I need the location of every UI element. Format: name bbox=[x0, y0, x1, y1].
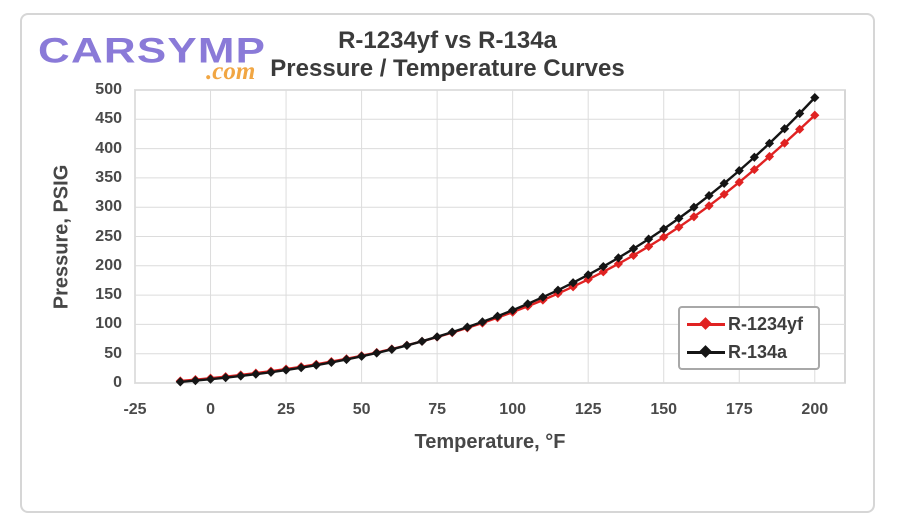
plot-area bbox=[134, 89, 846, 387]
marker-r-1234yf bbox=[779, 138, 790, 148]
marker-r-1234yf bbox=[719, 189, 729, 199]
marker-r-134a bbox=[795, 108, 805, 119]
marker-r-1234yf bbox=[689, 212, 699, 222]
x-tick-label: 75 bbox=[428, 401, 447, 418]
y-tick-label: 250 bbox=[95, 227, 122, 245]
marker-r-134a bbox=[190, 375, 201, 386]
brand-logo: CARSYMP .com bbox=[38, 30, 298, 90]
x-tick-label: 125 bbox=[574, 401, 602, 418]
marker-r-134a bbox=[764, 138, 775, 148]
marker-r-134a bbox=[508, 305, 518, 315]
marker-r-134a bbox=[734, 166, 744, 176]
marker-r-1234yf bbox=[644, 241, 654, 252]
marker-r-134a bbox=[251, 369, 261, 379]
marker-r-1234yf bbox=[613, 259, 624, 269]
marker-r-134a bbox=[613, 253, 624, 263]
chart-layer: CARSYMP .com R-1234yf vs R-134a Pressure… bbox=[20, 27, 875, 453]
marker-r-134a bbox=[598, 261, 608, 272]
marker-r-134a bbox=[372, 348, 382, 358]
y-tick-label: 50 bbox=[104, 344, 122, 362]
marker-r-134a bbox=[538, 292, 548, 302]
brand-logo-text: CARSYMP bbox=[38, 30, 267, 71]
legend-marker-icon bbox=[687, 345, 725, 358]
marker-r-134a bbox=[281, 365, 291, 375]
marker-r-134a bbox=[205, 374, 216, 384]
marker-r-1234yf bbox=[764, 151, 775, 162]
marker-r-134a bbox=[749, 152, 759, 162]
x-tick-label: 50 bbox=[352, 401, 371, 418]
y-tick-label: 200 bbox=[95, 256, 122, 274]
marker-r-1234yf bbox=[795, 124, 805, 134]
legend-item-r-1234yf: R-1234yf bbox=[680, 310, 818, 338]
y-tick-label: 400 bbox=[95, 139, 122, 157]
marker-r-134a bbox=[417, 336, 427, 346]
marker-r-134a bbox=[704, 190, 714, 201]
marker-r-134a bbox=[236, 371, 246, 381]
marker-r-134a bbox=[356, 351, 367, 361]
chart-title: R-1234yf vs R-134a Pressure / Temperatur… bbox=[20, 27, 875, 83]
legend: R-1234yf R-134a bbox=[678, 306, 820, 370]
marker-r-134a bbox=[719, 178, 729, 189]
marker-r-134a bbox=[492, 311, 503, 321]
y-tick-label: 450 bbox=[95, 110, 122, 128]
marker-r-1234yf bbox=[704, 201, 714, 211]
marker-r-1234yf bbox=[734, 177, 744, 187]
y-tick-label: 350 bbox=[95, 168, 122, 186]
marker-r-1234yf bbox=[674, 222, 684, 232]
marker-r-134a bbox=[447, 327, 457, 337]
chart-title-line1: R-1234yf vs R-134a bbox=[338, 27, 557, 54]
y-tick-label: 500 bbox=[95, 81, 122, 98]
brand-logo-domain: .com bbox=[206, 58, 256, 85]
x-tick-label: -25 bbox=[123, 401, 147, 418]
legend-label: R-1234yf bbox=[728, 313, 804, 334]
marker-r-134a bbox=[779, 124, 790, 134]
marker-r-134a bbox=[462, 322, 472, 332]
x-tick-label: 175 bbox=[725, 401, 753, 418]
chart-title-line2: Pressure / Temperature Curves bbox=[270, 55, 625, 82]
marker-r-134a bbox=[659, 224, 669, 234]
x-tick-label: 200 bbox=[801, 401, 829, 418]
marker-r-134a bbox=[387, 344, 397, 354]
x-tick-label: 100 bbox=[499, 401, 526, 418]
marker-r-1234yf bbox=[749, 164, 759, 175]
x-axis-title: Temperature, °F bbox=[414, 431, 566, 453]
x-tick-label: 150 bbox=[650, 401, 678, 418]
legend-marker-icon bbox=[687, 317, 725, 330]
x-tick-label: 0 bbox=[206, 401, 215, 418]
marker-r-134a bbox=[402, 340, 412, 351]
marker-r-134a bbox=[175, 377, 185, 387]
marker-r-134a bbox=[674, 213, 684, 223]
marker-r-134a bbox=[311, 360, 321, 370]
marker-r-134a bbox=[628, 244, 639, 254]
marker-r-134a bbox=[568, 278, 578, 288]
marker-r-134a bbox=[689, 202, 699, 212]
y-tick-label: 150 bbox=[95, 286, 122, 304]
y-tick-label: 100 bbox=[95, 315, 122, 333]
y-tick-label: 300 bbox=[95, 198, 122, 216]
marker-r-134a bbox=[477, 317, 488, 327]
marker-r-134a bbox=[583, 270, 593, 280]
marker-r-134a bbox=[553, 285, 563, 295]
marker-r-134a bbox=[326, 357, 336, 368]
y-tick-label: 0 bbox=[113, 374, 122, 391]
marker-r-134a bbox=[432, 332, 442, 342]
legend-item-r-134a: R-134a bbox=[680, 338, 818, 366]
legend-label: R-134a bbox=[728, 341, 788, 362]
marker-r-1234yf bbox=[598, 267, 608, 277]
marker-r-134a bbox=[810, 93, 820, 103]
marker-r-134a bbox=[221, 373, 231, 383]
marker-r-134a bbox=[341, 354, 352, 365]
marker-r-134a bbox=[296, 363, 306, 373]
marker-r-1234yf bbox=[628, 250, 639, 260]
marker-r-134a bbox=[644, 234, 654, 244]
marker-r-1234yf bbox=[810, 110, 820, 120]
marker-r-134a bbox=[266, 367, 276, 377]
x-tick-label: 25 bbox=[277, 401, 295, 418]
marker-r-1234yf bbox=[659, 232, 669, 242]
marker-r-134a bbox=[523, 299, 533, 309]
